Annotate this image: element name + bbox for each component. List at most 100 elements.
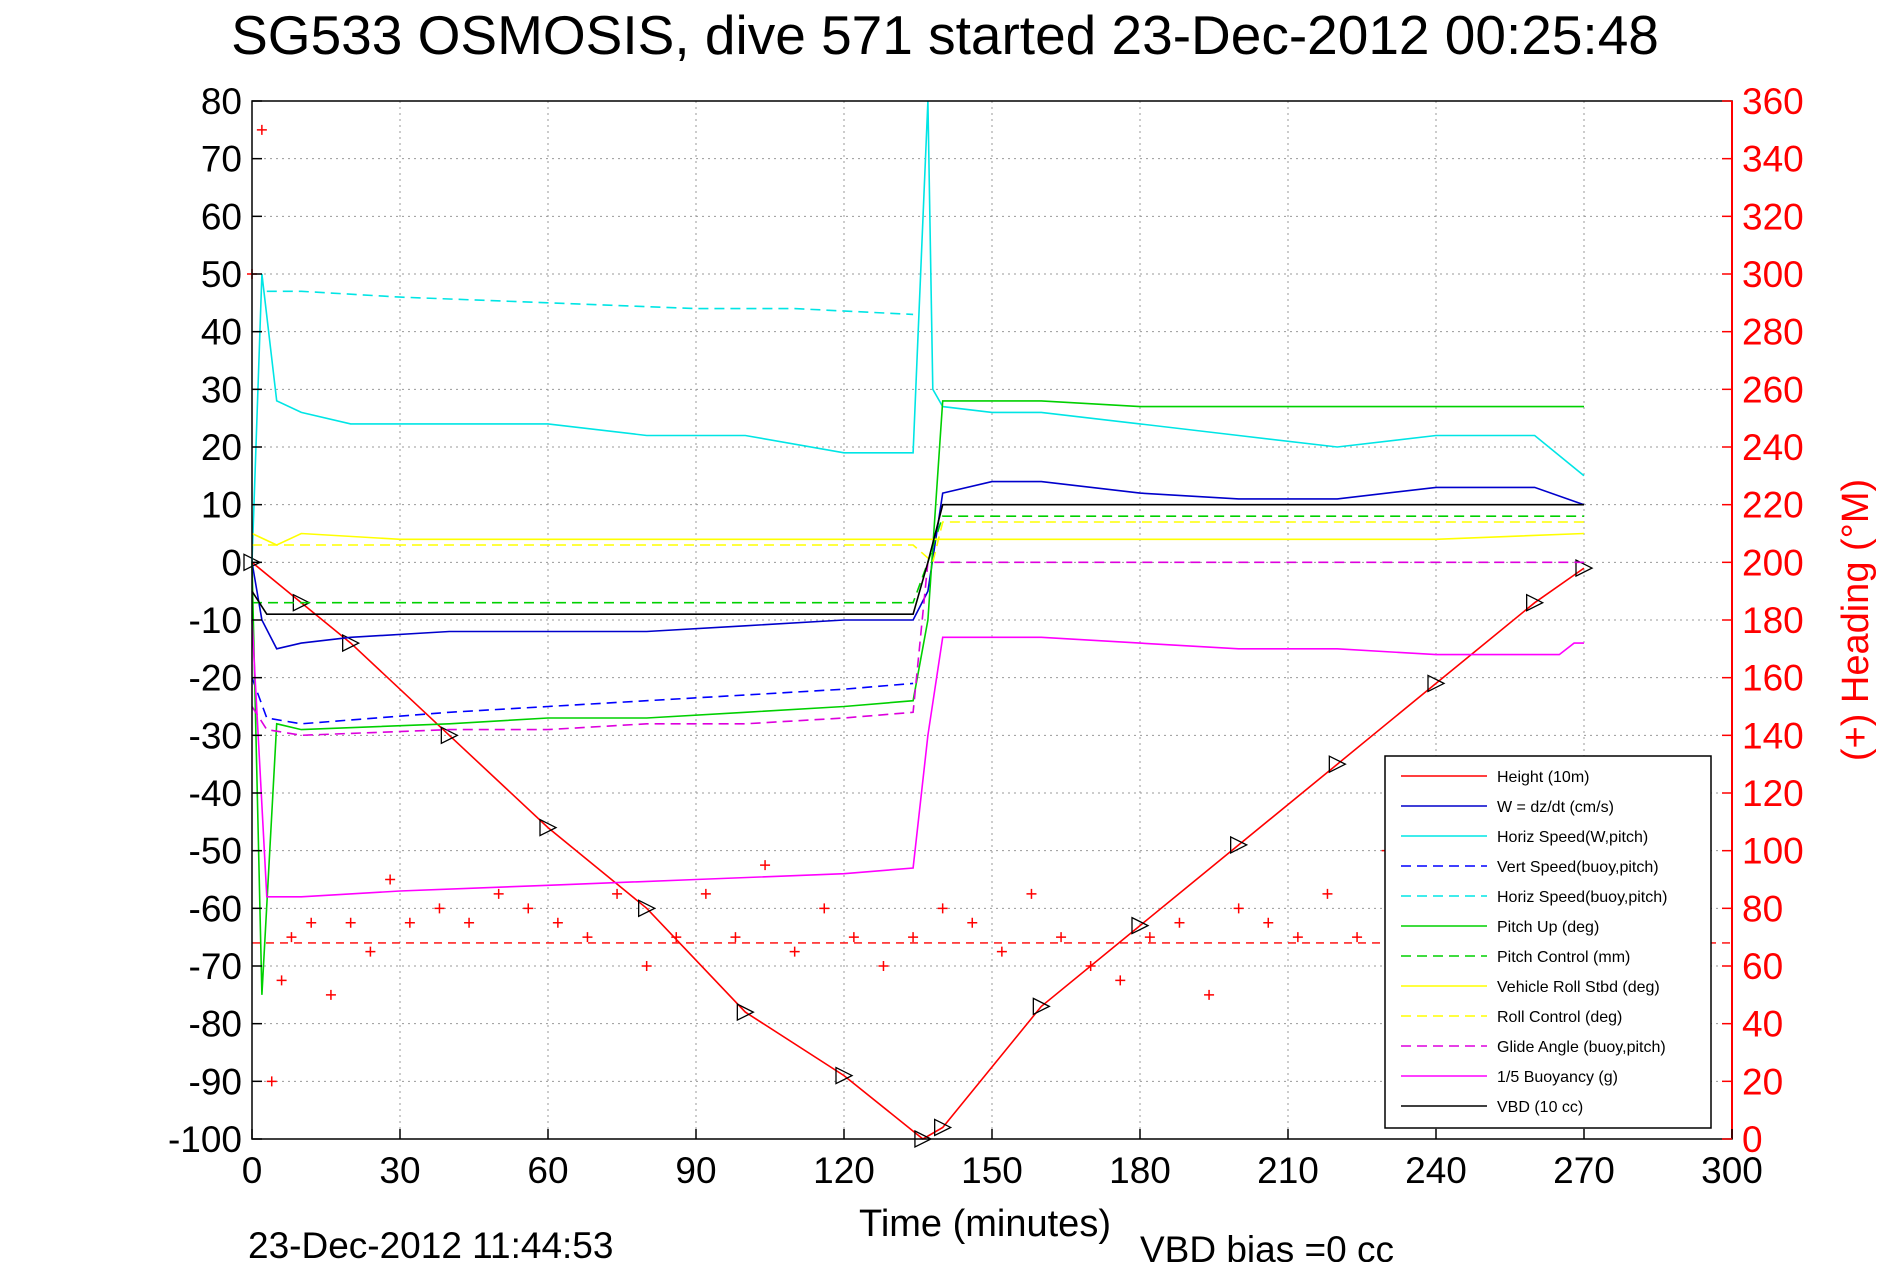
height-marker	[835, 1066, 854, 1085]
heading-point	[493, 888, 504, 899]
legend-label: Horiz Speed(buoy,pitch)	[1497, 889, 1667, 906]
heading-point	[306, 917, 317, 928]
heading-point	[878, 961, 889, 971]
y2-tick-label: 160	[1742, 658, 1804, 699]
heading-point	[937, 903, 948, 914]
heading-point	[996, 946, 1007, 957]
heading-point	[365, 946, 376, 957]
y-tick-label: -50	[189, 831, 242, 872]
y2-tick-label: 340	[1742, 139, 1804, 180]
series-line	[251, 619, 1584, 898]
y2-tick-label: 60	[1742, 946, 1783, 987]
heading-point	[760, 860, 771, 871]
legend-label: Roll Control (deg)	[1497, 1009, 1622, 1026]
heading-point	[700, 888, 711, 899]
x-tick-label: 60	[527, 1150, 568, 1191]
series-2	[251, 100, 1585, 563]
footer-vbd-bias: VBD bias =0 cc	[1140, 1229, 1394, 1262]
x-tick-label: 120	[813, 1150, 875, 1191]
heading-point	[671, 932, 682, 943]
legend-label: Glide Angle (buoy,pitch)	[1497, 1039, 1666, 1056]
heading-point	[385, 874, 396, 885]
y2-tick-label: 0	[1742, 1119, 1763, 1160]
x-tick-label: 150	[961, 1150, 1023, 1191]
y2-axis-label: (+) Heading (°M)	[1835, 479, 1877, 761]
footer-timestamp: 23-Dec-2012 11:44:53	[248, 1225, 613, 1262]
x-tick-label: 0	[242, 1150, 263, 1191]
y2-tick-label: 180	[1742, 600, 1804, 641]
series-line	[266, 290, 914, 316]
y2-tick-label: 40	[1742, 1004, 1783, 1045]
x-tick-label: 240	[1405, 1150, 1467, 1191]
y2-tick-label: 360	[1742, 81, 1804, 122]
height-marker	[1131, 916, 1150, 935]
x-tick-label: 30	[379, 1150, 420, 1191]
series-8	[252, 521, 1584, 564]
y-tick-label: -30	[189, 715, 242, 756]
y2-tick-label: 20	[1742, 1061, 1783, 1102]
y2-tick-label: 260	[1742, 369, 1804, 410]
y-tick-label: -10	[189, 600, 242, 641]
series-line	[251, 677, 914, 725]
x-tick-label: 180	[1109, 1150, 1171, 1191]
heading-point	[908, 932, 919, 943]
y-tick-label: 60	[201, 196, 242, 237]
y-tick-label: 30	[201, 369, 242, 410]
legend-box	[1384, 755, 1712, 1129]
heading-point	[789, 946, 800, 957]
heading-point	[1322, 888, 1333, 899]
legend-label: VBD (10 cc)	[1497, 1099, 1583, 1116]
heading-point	[1233, 903, 1244, 914]
height-marker	[1328, 755, 1347, 774]
height-marker	[342, 634, 361, 653]
series-6	[252, 515, 1584, 604]
heading-point	[612, 888, 623, 899]
y-tick-label: -70	[189, 946, 242, 987]
height-marker	[1575, 559, 1594, 578]
heading-point	[345, 917, 356, 928]
series-10	[251, 619, 1584, 898]
x-axis-ticks: 0 30 60 90 120 150 180 210 240 270 300	[242, 1129, 1763, 1191]
heading-point	[1144, 932, 1155, 943]
legend-label: W = dz/dt (cm/s)	[1497, 799, 1614, 816]
y-tick-label: -60	[189, 888, 242, 929]
heading-point	[325, 989, 336, 1000]
y-tick-label: -90	[189, 1061, 242, 1102]
y2-axis-ticks: 3603403203002802602402202001801601401201…	[1722, 81, 1804, 1160]
heading-point	[404, 917, 415, 928]
y2-tick-label: 280	[1742, 312, 1804, 353]
series-9	[251, 561, 1584, 737]
heading-point	[286, 932, 297, 943]
y-tick-label: 0	[221, 542, 242, 583]
heading-point	[434, 903, 445, 914]
y-tick-label: 20	[201, 427, 242, 468]
height-marker	[638, 899, 657, 918]
heading-point	[552, 917, 563, 928]
series-5	[251, 400, 1584, 995]
y-tick-label: -20	[189, 658, 242, 699]
series-line	[251, 480, 1585, 650]
height-marker	[1230, 835, 1249, 854]
series-line	[251, 503, 1584, 616]
x-tick-label: 90	[675, 1150, 716, 1191]
heading-point	[523, 903, 534, 914]
x-tick-label: 270	[1553, 1150, 1615, 1191]
y-axis-ticks: 80 70 60 50 40 30 20 10 0 -10 -20 -30 -40 -50 -60 -70 -8…	[168, 81, 262, 1160]
height-marker	[934, 1118, 953, 1137]
series-line	[251, 532, 1585, 546]
heading-point	[641, 961, 652, 971]
heading-point	[819, 903, 830, 914]
heading-point	[967, 917, 978, 928]
y2-tick-label: 200	[1742, 542, 1804, 583]
height-marker	[736, 1003, 755, 1022]
height-marker	[539, 818, 558, 837]
heading-point	[1352, 932, 1363, 943]
heading-point	[1056, 932, 1067, 943]
legend-label: Pitch Control (mm)	[1497, 949, 1630, 966]
heading-point	[1292, 932, 1303, 943]
y2-tick-label: 300	[1742, 254, 1804, 295]
series-line	[251, 400, 1584, 995]
y-tick-label: -100	[168, 1119, 242, 1160]
legend-label: Height (10m)	[1497, 769, 1589, 786]
y2-tick-label: 100	[1742, 831, 1804, 872]
